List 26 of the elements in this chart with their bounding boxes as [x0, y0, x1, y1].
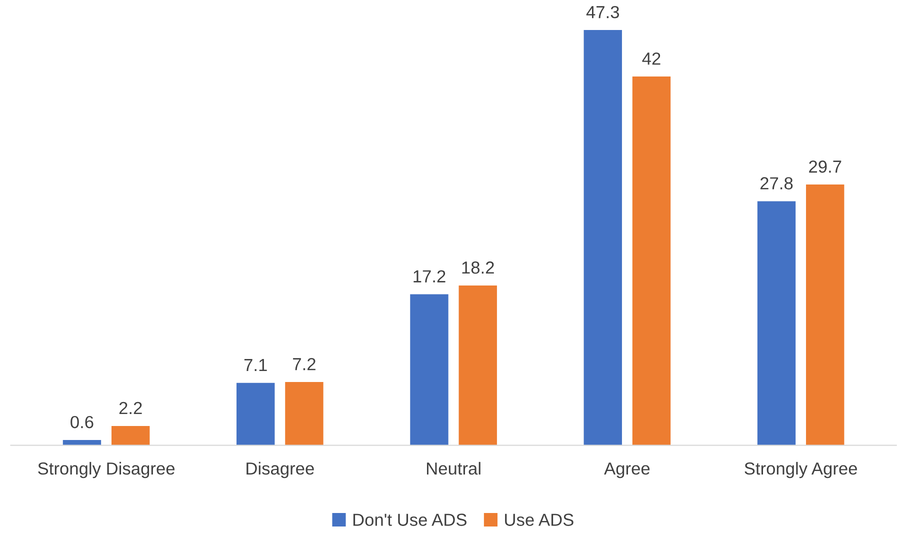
legend-label: Don't Use ADS — [353, 514, 466, 526]
legend-label: Use ADS — [505, 514, 574, 526]
data-label: 7.1 — [244, 359, 267, 371]
bar — [632, 76, 671, 446]
bar — [458, 285, 497, 446]
data-label: 0.6 — [70, 416, 94, 428]
data-label: 18.2 — [462, 261, 494, 274]
data-label: 2.2 — [119, 402, 142, 414]
data-label: 42 — [642, 52, 660, 65]
x-tick-label: Strongly Agree — [744, 462, 857, 478]
data-label: 27.8 — [760, 177, 793, 190]
x-tick-label: Strongly Disagree — [38, 462, 175, 478]
bar — [410, 294, 448, 446]
data-label: 47.3 — [586, 6, 619, 18]
data-label: 29.7 — [809, 160, 842, 173]
bar — [757, 201, 796, 446]
x-tick-label: Disagree — [246, 462, 314, 478]
x-tick-label: Neutral — [426, 462, 480, 475]
data-label: 17.2 — [414, 270, 446, 282]
bar — [236, 382, 275, 446]
bar — [806, 184, 844, 446]
bar — [584, 30, 622, 446]
data-label: 7.2 — [293, 358, 316, 370]
bar — [111, 426, 150, 446]
x-tick-label: Agree — [604, 462, 650, 478]
bar — [285, 382, 324, 446]
